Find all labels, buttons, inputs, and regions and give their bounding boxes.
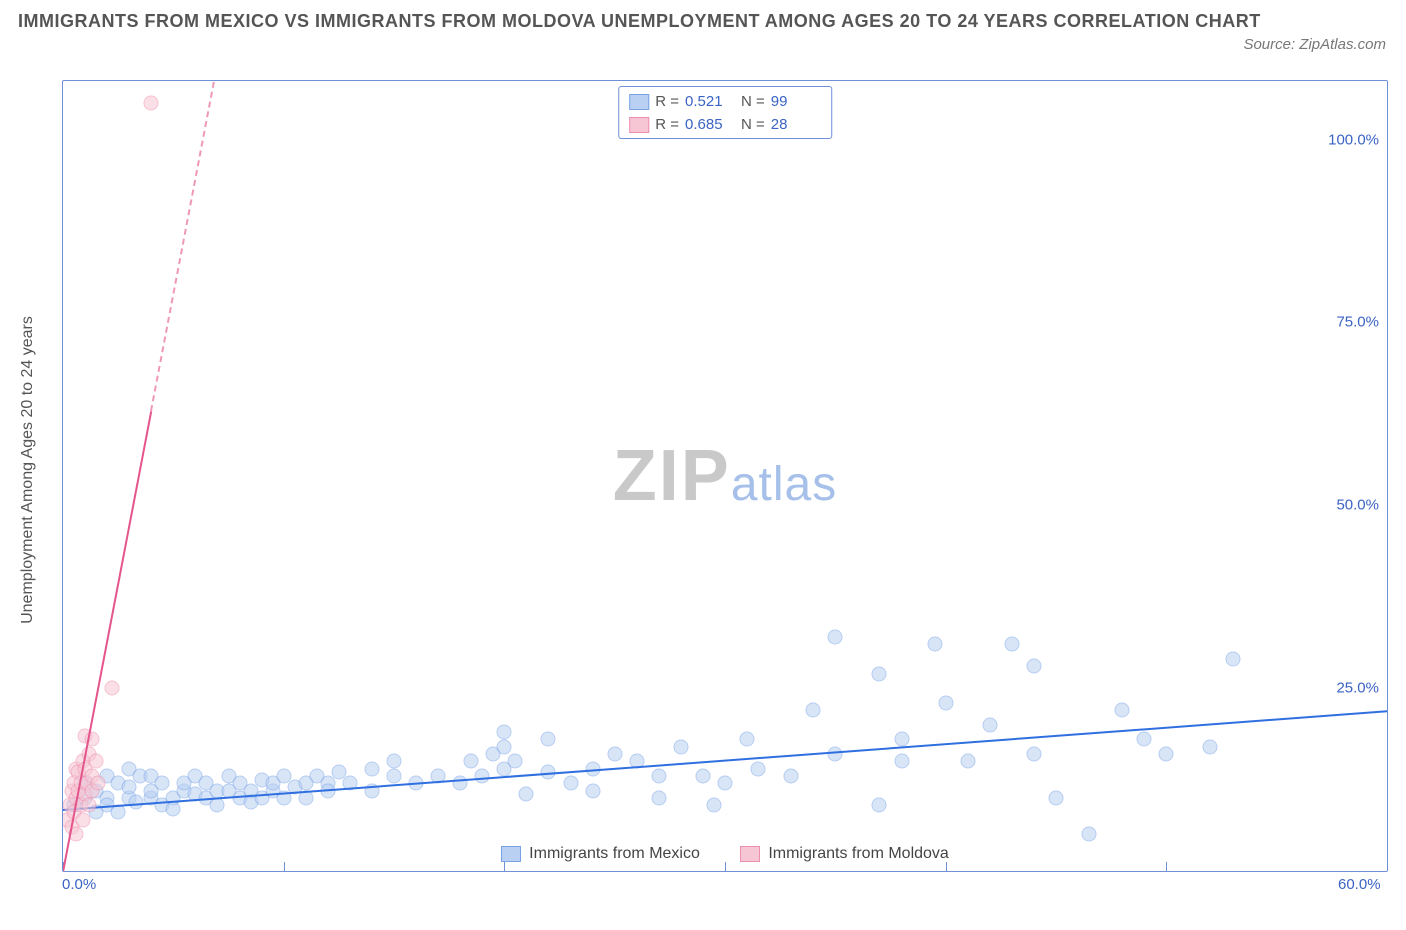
- data-point: [387, 768, 402, 783]
- data-point: [982, 717, 997, 732]
- legend-label-mexico: Immigrants from Mexico: [529, 845, 700, 863]
- data-point: [706, 798, 721, 813]
- swatch-moldova: [629, 117, 649, 133]
- data-point: [828, 746, 843, 761]
- legend-item-moldova: Immigrants from Moldova: [740, 845, 949, 863]
- data-point: [1137, 732, 1152, 747]
- data-point: [806, 703, 821, 718]
- data-point: [210, 798, 225, 813]
- plot-canvas: 25.0% 50.0% 75.0% 100.0%: [63, 81, 1387, 871]
- legend-swatch-moldova: [740, 846, 760, 862]
- data-point: [751, 761, 766, 776]
- data-point: [387, 754, 402, 769]
- data-point: [475, 768, 490, 783]
- stats-row-moldova: R = 0.685 N = 28: [629, 114, 821, 137]
- data-point: [155, 776, 170, 791]
- n-value-mexico: 99: [771, 91, 821, 114]
- regression-line: [63, 710, 1387, 811]
- data-point: [563, 776, 578, 791]
- data-point: [585, 783, 600, 798]
- data-point: [1026, 659, 1041, 674]
- regression-line: [150, 82, 215, 412]
- series-legend: Immigrants from Mexico Immigrants from M…: [63, 845, 1387, 867]
- data-point: [607, 746, 622, 761]
- data-point: [651, 768, 666, 783]
- swatch-mexico: [629, 94, 649, 110]
- data-point: [894, 754, 909, 769]
- chart-plot-area: 25.0%50.0%75.0%100.0% ZIPatlas R = 0.521…: [62, 80, 1388, 872]
- data-point: [695, 768, 710, 783]
- data-point: [740, 732, 755, 747]
- data-point: [651, 790, 666, 805]
- data-point: [104, 681, 119, 696]
- legend-item-mexico: Immigrants from Mexico: [501, 845, 700, 863]
- legend-swatch-mexico: [501, 846, 521, 862]
- y-axis-title: Unemployment Among Ages 20 to 24 years: [19, 316, 37, 624]
- x-axis-label-min: 0.0%: [62, 876, 96, 893]
- data-point: [89, 754, 104, 769]
- data-point: [960, 754, 975, 769]
- data-point: [1049, 790, 1064, 805]
- data-point: [497, 725, 512, 740]
- data-point: [75, 812, 90, 827]
- y-axis-label: 50.0%: [1336, 497, 1379, 514]
- data-point: [1225, 651, 1240, 666]
- data-point: [872, 666, 887, 681]
- data-point: [519, 787, 534, 802]
- data-point: [872, 798, 887, 813]
- data-point: [784, 768, 799, 783]
- legend-label-moldova: Immigrants from Moldova: [768, 845, 949, 863]
- y-axis-label: 25.0%: [1336, 680, 1379, 697]
- data-point: [1203, 739, 1218, 754]
- data-point: [508, 754, 523, 769]
- data-point: [91, 776, 106, 791]
- x-axis-label-max: 60.0%: [1338, 876, 1381, 893]
- data-point: [1159, 746, 1174, 761]
- data-point: [82, 798, 97, 813]
- stats-row-mexico: R = 0.521 N = 99: [629, 91, 821, 114]
- data-point: [128, 794, 143, 809]
- data-point: [144, 95, 159, 110]
- data-point: [1026, 746, 1041, 761]
- data-point: [718, 776, 733, 791]
- data-point: [464, 754, 479, 769]
- chart-container: IMMIGRANTS FROM MEXICO VS IMMIGRANTS FRO…: [0, 0, 1406, 930]
- n-value-moldova: 28: [771, 114, 821, 137]
- header: IMMIGRANTS FROM MEXICO VS IMMIGRANTS FRO…: [18, 8, 1388, 35]
- data-point: [497, 739, 512, 754]
- source-attribution: Source: ZipAtlas.com: [1243, 36, 1386, 53]
- data-point: [166, 801, 181, 816]
- data-point: [828, 629, 843, 644]
- r-value-moldova: 0.685: [685, 114, 735, 137]
- data-point: [894, 732, 909, 747]
- y-axis-label: 100.0%: [1328, 131, 1379, 148]
- chart-title: IMMIGRANTS FROM MEXICO VS IMMIGRANTS FRO…: [18, 8, 1388, 35]
- data-point: [673, 739, 688, 754]
- data-point: [938, 695, 953, 710]
- r-value-mexico: 0.521: [685, 91, 735, 114]
- data-point: [1115, 703, 1130, 718]
- data-point: [1004, 637, 1019, 652]
- stats-legend: R = 0.521 N = 99 R = 0.685 N = 28: [618, 86, 832, 139]
- data-point: [364, 761, 379, 776]
- data-point: [541, 732, 556, 747]
- y-axis-label: 75.0%: [1336, 314, 1379, 331]
- data-point: [1082, 827, 1097, 842]
- data-point: [927, 637, 942, 652]
